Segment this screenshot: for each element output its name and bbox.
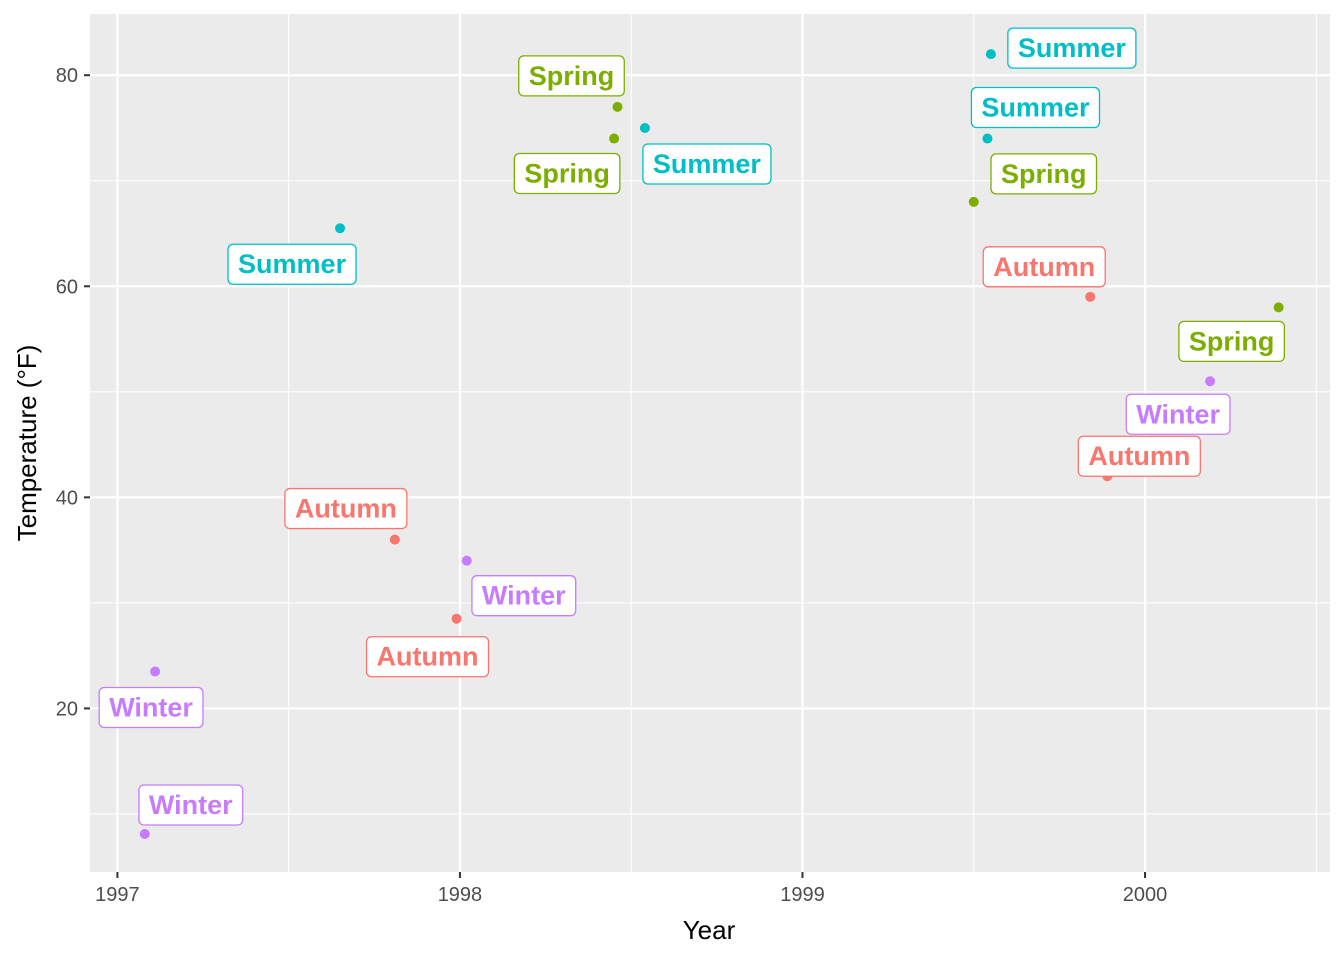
x-tick-label: 1999 [780,884,825,906]
x-axis-title: Year [683,915,736,945]
point-label-text: Winter [1136,399,1220,429]
point-label-box [1077,435,1201,477]
point-label: Summer [642,143,772,185]
data-point [389,534,400,545]
y-tick-label: 20 [56,698,78,720]
major-gridlines [90,14,1330,872]
point-label-box [1178,320,1286,363]
data-point [639,122,650,133]
point-label-box [990,153,1098,195]
y-axis-title: Temperature (°F) [12,345,42,542]
point-label: Summer [970,86,1101,129]
data-point [985,49,996,60]
data-point [451,613,462,624]
point-label-text: Autumn [993,252,1095,282]
data-point [982,133,993,144]
point-label-box [518,55,625,97]
point-label-box [970,86,1101,129]
point-label: Winter [98,686,204,729]
point-label-box [284,487,408,530]
y-axis-ticks: 20 40 60 80 [56,65,90,720]
data-point [968,196,979,207]
point-label-box [1125,393,1231,435]
point-label-box [1007,27,1137,69]
point-label: Spring [518,55,625,97]
data-point [461,555,472,566]
point-label-box [227,243,357,285]
x-tick-label: 1997 [95,884,140,906]
point-label-box [471,575,577,617]
point-label-box [982,246,1106,288]
point-label: Spring [990,153,1098,195]
data-point [1273,302,1284,313]
point-label: Summer [1007,27,1137,69]
point-label-text: Summer [981,93,1090,123]
data-point [139,829,150,840]
point-label: Spring [1178,320,1286,363]
point-label-text: Autumn [1088,441,1190,471]
point-label-box [98,686,204,729]
point-label-text: Spring [1001,159,1087,189]
point-label: Autumn [982,246,1106,288]
point-label-text: Winter [109,692,193,722]
data-point [150,666,161,677]
point-label: Winter [1125,393,1231,435]
point-labels: Winter Winter Summer Autumn Autumn Winter Spri… [98,27,1286,826]
point-label-text: Winter [482,581,566,611]
point-label: Winter [138,784,244,826]
point-label-box [513,152,621,195]
point-label-box [642,143,772,185]
point-label-text: Summer [653,149,762,179]
point-label-text: Autumn [295,494,397,524]
point-label-text: Spring [529,61,615,91]
point-label-text: Autumn [377,642,479,672]
data-point [1205,376,1216,387]
data-point [335,223,346,234]
point-label-text: Spring [1189,326,1275,356]
x-tick-label: 1998 [438,884,483,906]
point-label-text: Spring [524,159,610,189]
point-label: Summer [227,243,357,285]
y-tick-label: 80 [56,65,78,87]
point-label: Autumn [1077,435,1201,477]
data-points [139,49,1284,840]
y-tick-label: 60 [56,276,78,298]
point-label: Spring [513,152,621,195]
point-label: Autumn [284,487,408,530]
point-label-box [138,784,244,826]
x-axis-ticks: 1997 1998 1999 2000 [95,872,1167,906]
x-tick-label: 2000 [1123,884,1168,906]
point-label-text: Summer [1018,33,1127,63]
point-label: Winter [471,575,577,617]
point-label-text: Winter [149,790,233,820]
point-label-text: Summer [238,249,347,279]
data-point [609,133,620,144]
point-label: Autumn [365,636,490,678]
point-label-box [365,636,490,678]
y-tick-label: 40 [56,487,78,509]
data-point [1085,291,1096,302]
data-point [612,101,623,112]
minor-gridlines [90,14,1330,872]
